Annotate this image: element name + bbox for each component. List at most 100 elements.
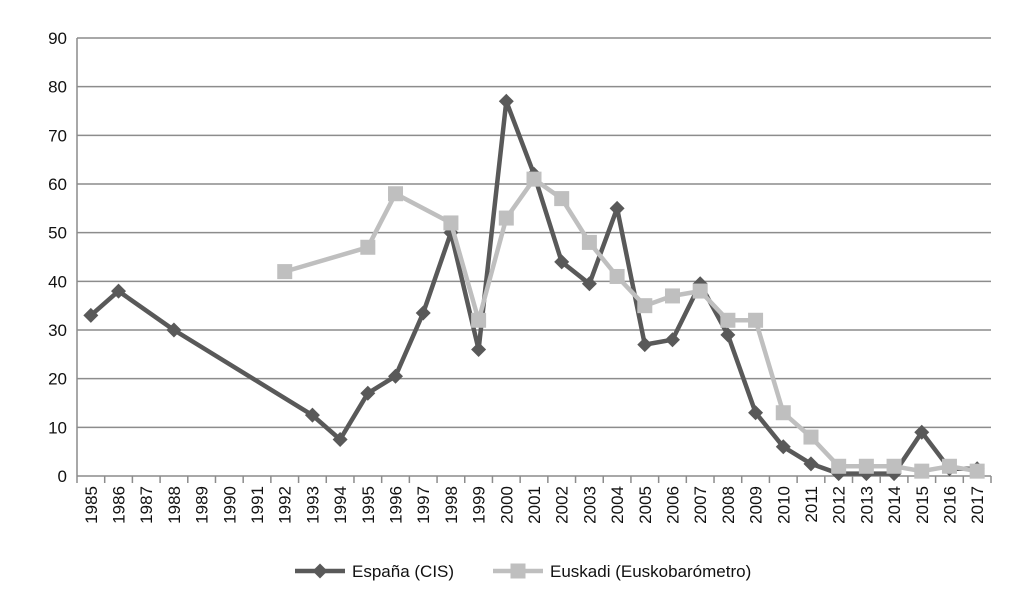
data-point [692,283,708,299]
legend-label: Euskadi (Euskobarómetro) [550,562,751,581]
data-point [803,456,819,472]
data-point [609,200,625,216]
x-tick-label: 2005 [636,486,655,524]
axes: 0 10 20 30 40 50 60 70 80 90 1985 1986 1987 1988 1989 1… [48,29,992,524]
x-tick-label: 1993 [303,486,322,524]
x-tick-label: 2003 [580,486,599,524]
x-tick-label: 1999 [470,486,489,524]
legend: España (CIS) Euskadi (Euskobarómetro) [295,562,751,581]
data-point [886,458,902,474]
x-tick-label: 2010 [774,486,793,524]
y-tick-label: 0 [58,467,67,486]
data-point [941,458,957,474]
y-tick-label: 10 [48,418,67,437]
x-tick-label: 1992 [276,486,295,524]
legend-swatch-marker [510,563,526,579]
y-tick-label: 60 [48,175,67,194]
legend-swatch-marker [312,563,328,579]
data-point [166,322,182,338]
data-point [554,191,570,207]
legend-item-1: Euskadi (Euskobarómetro) [493,562,751,581]
data-point [831,458,847,474]
data-point [803,429,819,445]
x-tick-label: 1990 [220,486,239,524]
data-point [775,439,791,455]
x-tick-label: 1996 [387,486,406,524]
data-point [554,254,570,270]
x-tick-label: 1985 [82,486,101,524]
x-tick-label: 2000 [497,486,516,524]
data-point [858,458,874,474]
data-point [388,186,404,202]
data-point [581,234,597,250]
data-point [498,210,514,226]
x-tick-label: 2017 [968,486,987,524]
data-point [720,312,736,328]
data-point [748,405,764,421]
data-point [304,407,320,423]
y-tick-label: 70 [48,126,67,145]
data-point [471,341,487,357]
y-tick-label: 90 [48,29,67,48]
data-point [443,215,459,231]
data-point [637,337,653,353]
data-point [332,432,348,447]
x-tick-label: 1991 [248,486,267,524]
data-point [526,171,542,187]
data-point [969,463,985,479]
x-tick-label: 1995 [359,486,378,524]
x-tick-label: 2006 [663,486,682,524]
x-tick-label: 1998 [442,486,461,524]
y-tick-label: 50 [48,224,67,243]
y-tick-label: 30 [48,321,67,340]
data-point [581,276,597,292]
legend-label: España (CIS) [352,562,454,581]
data-point [720,327,736,343]
x-tick-label: 2016 [940,486,959,524]
data-point [637,298,653,314]
x-tick-label: 2009 [747,486,766,524]
x-tick-label: 2013 [857,486,876,524]
data-point [83,307,99,323]
x-tick-label: 1986 [110,486,129,524]
data-point [388,368,404,384]
legend-item-0: España (CIS) [295,562,454,581]
x-tick-label: 1988 [165,486,184,524]
data-point [914,424,930,440]
series-line-0 [89,99,978,476]
data-point [471,312,487,328]
data-point [360,385,376,401]
series-0 [83,93,985,482]
x-tick-label: 2004 [608,486,627,524]
data-point [360,239,376,255]
x-tick-label: 2002 [553,486,572,524]
data-point [914,463,930,479]
x-tick-label: 1997 [414,486,433,524]
y-tick-label: 20 [48,370,67,389]
x-tick-label: 2012 [830,486,849,524]
x-tick-label: 1994 [331,486,350,524]
x-tick-label: 2014 [885,486,904,524]
data-point [111,283,127,299]
data-point [609,268,625,284]
data-point [748,312,764,328]
data-point [664,288,680,304]
x-tick-label: 2001 [525,486,544,524]
series-layer [83,93,985,482]
data-point [498,93,514,109]
x-tick-label: 1989 [193,486,212,524]
x-tick-label: 2007 [691,486,710,524]
y-tick-label: 40 [48,272,67,291]
data-point [415,305,431,321]
x-tick-label: 1987 [137,486,156,524]
x-tick-label: 2011 [802,486,821,523]
y-tick-label: 80 [48,78,67,97]
series-1 [277,171,985,479]
gridlines [77,37,991,429]
data-point [277,264,293,280]
x-tick-label: 2015 [913,486,932,524]
x-tick-label: 2008 [719,486,738,524]
data-point [664,332,680,348]
